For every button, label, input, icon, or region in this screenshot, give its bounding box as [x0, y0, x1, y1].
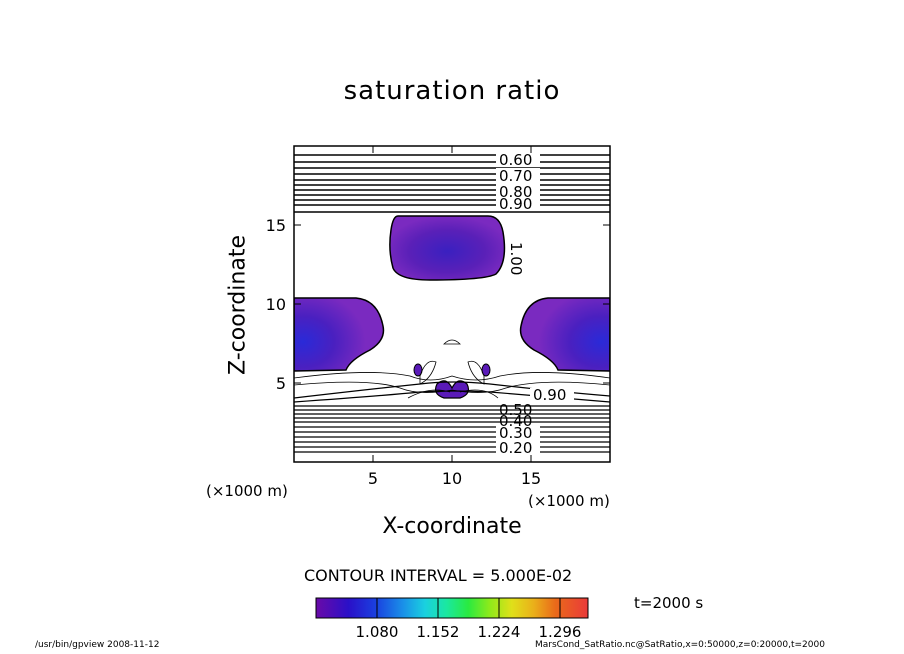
colorbar-ticks — [376, 598, 561, 618]
y-tick-label: 10 — [266, 295, 286, 314]
contour-label: 0.80 — [499, 183, 532, 201]
right-cell — [519, 297, 610, 372]
colorbar-label: 1.080 — [356, 623, 399, 641]
contour-label: 0.70 — [499, 167, 532, 185]
chart-title: saturation ratio — [343, 76, 561, 106]
footer-right: MarsCond_SatRatio.nc@SatRatio,x=0:50000,… — [535, 640, 825, 650]
contour-label: 0.50 — [499, 401, 532, 419]
footer-left: /usr/bin/gpview 2008-11-12 — [35, 640, 160, 650]
contour-label: 0.20 — [499, 439, 532, 457]
contour-interval-text: CONTOUR INTERVAL = 5.000E-02 — [304, 566, 573, 585]
contour-label: 1.00 — [507, 242, 525, 275]
contour-label: 0.40 — [499, 412, 532, 430]
low-center-cell — [434, 380, 470, 399]
colorbar-labels: 1.080 1.152 1.224 1.296 — [356, 623, 582, 641]
contour-label: 0.90 — [499, 195, 532, 213]
upper-center-cell — [389, 215, 506, 281]
thin-contours — [294, 339, 610, 399]
contour-label: 0.90 — [533, 386, 566, 404]
colorbar — [315, 597, 589, 619]
y-tick-label: 15 — [266, 216, 286, 235]
axis-ticks — [294, 146, 610, 462]
contour-label: 0.60 — [499, 151, 532, 169]
upper-contours — [294, 154, 610, 213]
x-axis-label: X-coordinate — [382, 514, 522, 539]
tick-labels: 5 10 15 5 10 15 — [266, 216, 542, 488]
y-tick-label: 5 — [276, 374, 286, 393]
contour-label: 0.30 — [499, 424, 532, 442]
x-unit-label: (×1000 m) — [528, 492, 610, 510]
x-tick-label: 15 — [521, 469, 541, 488]
colorbar-label: 1.296 — [539, 623, 582, 641]
colorbar-label: 1.152 — [417, 623, 460, 641]
x-tick-label: 5 — [368, 469, 378, 488]
left-cell — [294, 297, 385, 372]
time-label: t=2000 s — [634, 594, 704, 612]
colorbar-label: 1.224 — [478, 623, 521, 641]
contour-labels: 0.60 0.70 0.80 0.90 1.00 0.90 0.50 0.40 … — [496, 151, 574, 457]
y-unit-label: (×1000 m) — [206, 482, 288, 500]
x-tick-label: 10 — [442, 469, 462, 488]
y-axis-label: Z-coordinate — [225, 235, 251, 375]
